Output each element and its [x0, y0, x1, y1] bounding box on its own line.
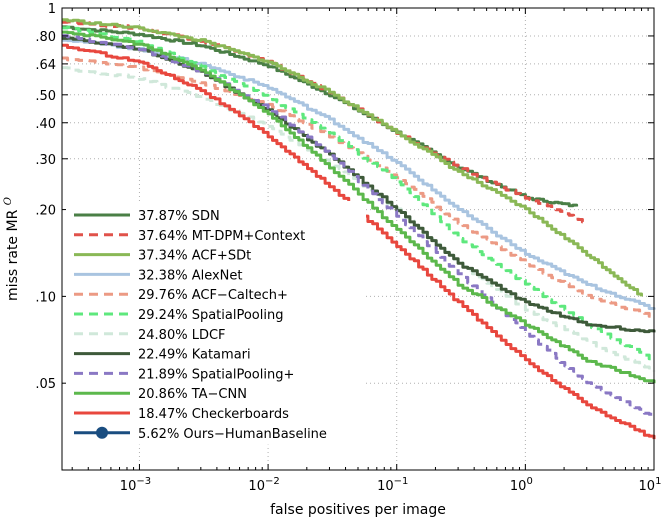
x-tick-label: 10−3	[120, 476, 151, 494]
x-tick-label: 100	[510, 476, 533, 494]
axis-ticks	[62, 7, 655, 470]
legend-label: 5.62% Ours−HumanBaseline	[138, 427, 327, 442]
x-tick-label: 10−2	[248, 476, 279, 494]
legend-label: 37.34% ACF+SDt	[138, 249, 251, 264]
legend-background	[66, 201, 366, 445]
legend-label: 32.38% AlexNet	[138, 268, 243, 283]
series-line	[62, 34, 656, 418]
y-tick-label: .20	[35, 204, 56, 219]
legend-label: 24.80% LDCF	[138, 328, 226, 343]
legend-label: 29.24% SpatialPooling	[138, 308, 283, 323]
legend: 37.87% SDN 37.64% MT-DPM+Context 37.34% AC…	[66, 201, 366, 445]
y-tick-label: .64	[35, 58, 56, 73]
legend-label: 29.76% ACF−Caltech+	[138, 288, 288, 303]
tick-labels: 10−3 10−2 10−1 100 101 1 .80 .64 .50 .40 .30 .20 .10…	[35, 2, 661, 494]
x-tick-label: 10−1	[377, 476, 408, 494]
legend-label: 18.47% Checkerboards	[138, 407, 289, 422]
plot-lines	[62, 18, 656, 440]
y-axis-label: miss rate MR O	[3, 197, 21, 301]
x-tick-label: 101	[639, 476, 662, 494]
series-line	[62, 30, 656, 384]
y-tick-label: .40	[35, 117, 56, 132]
legend-label: 20.86% TA−CNN	[138, 387, 247, 402]
legend-label: 37.64% MT-DPM+Context	[138, 229, 305, 244]
x-axis-label: false positives per image	[270, 502, 446, 518]
y-tick-label: .30	[35, 153, 56, 168]
y-tick-label: .50	[35, 89, 56, 104]
legend-label: 21.89% SpatialPooling+	[138, 367, 294, 382]
y-tick-label: 1	[48, 2, 56, 17]
legend-marker	[96, 426, 108, 439]
legend-label: 22.49% Katamari	[138, 348, 251, 363]
series-line	[62, 18, 643, 297]
y-tick-label: .80	[35, 30, 56, 45]
y-tick-label: .05	[35, 377, 56, 392]
legend-label: 37.87% SDN	[138, 209, 220, 224]
y-tick-label: .10	[35, 290, 56, 305]
